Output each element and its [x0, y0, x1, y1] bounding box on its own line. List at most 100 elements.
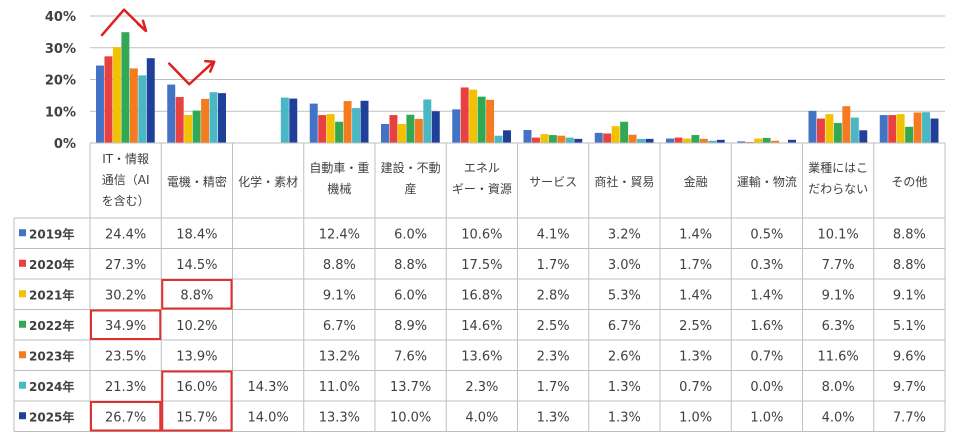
legend-label: 2024年 — [29, 379, 74, 394]
category-label: IT・情報 — [102, 152, 149, 166]
legend-swatch — [19, 381, 26, 389]
bar — [565, 137, 574, 143]
data-table-cell: 8.8% — [893, 258, 926, 273]
bar — [762, 137, 771, 143]
bar — [754, 138, 763, 143]
bar — [381, 123, 389, 143]
data-table-cell: 10.1% — [817, 227, 858, 242]
data-table-cell: 21.3% — [105, 380, 146, 395]
bar — [708, 140, 717, 143]
bar — [360, 100, 369, 143]
data-table-cell: 7.6% — [394, 349, 427, 364]
data-table-cell: 10.2% — [176, 319, 217, 334]
data-table-cell: 9.1% — [893, 288, 926, 303]
data-table-cell: 1.7% — [679, 258, 712, 273]
data-table-cell: 10.6% — [461, 227, 502, 242]
category-label: エネル — [464, 161, 500, 175]
y-tick-label: 40% — [45, 10, 76, 25]
data-table-cell: 4.0% — [465, 410, 498, 425]
category-label: 電機・精密 — [167, 174, 227, 189]
data-table-cell: 2.8% — [537, 288, 570, 303]
bar — [452, 109, 461, 143]
bar — [209, 92, 218, 143]
category-label: だわらない — [808, 182, 868, 196]
arrow-head — [204, 59, 216, 73]
bar — [808, 110, 817, 143]
legend-swatch — [19, 320, 26, 328]
data-table-cell: 24.4% — [105, 227, 146, 242]
bar — [326, 114, 335, 143]
bar — [637, 138, 646, 143]
data-table-cell: 15.7% — [176, 410, 217, 425]
data-table-cell: 0.7% — [679, 380, 712, 395]
bar — [309, 103, 318, 143]
bar — [603, 133, 612, 143]
bar — [175, 96, 184, 143]
data-table-cell: 3.0% — [608, 258, 641, 273]
data-table-cell: 5.1% — [893, 319, 926, 334]
bar — [816, 118, 825, 143]
bar — [594, 132, 603, 143]
bar — [280, 97, 289, 143]
data-table-cell: 12.4% — [319, 227, 360, 242]
bar — [922, 112, 931, 143]
bar — [825, 114, 834, 143]
bar — [218, 93, 226, 143]
data-table-cell: 14.5% — [176, 258, 217, 273]
data-table-cell: 6.0% — [394, 288, 427, 303]
y-tick-label: 30% — [45, 42, 76, 57]
data-table-cell: 9.7% — [893, 380, 926, 395]
data-table-cell: 26.7% — [105, 410, 146, 425]
category-label: ギー・資源 — [452, 182, 512, 196]
bar — [557, 135, 566, 143]
data-table-cell: 14.0% — [247, 410, 288, 425]
data-table-cell: 1.3% — [537, 410, 570, 425]
data-table-cell: 14.6% — [461, 319, 502, 334]
data-table-cell: 8.8% — [394, 258, 427, 273]
data-table-cell: 23.5% — [105, 349, 146, 364]
data-table-cell: 0.5% — [750, 227, 783, 242]
bar — [406, 114, 415, 143]
data-table-cell: 14.3% — [247, 380, 288, 395]
category-label: 通信（AI — [102, 173, 150, 187]
bar — [129, 68, 138, 143]
data-table-cell: 1.4% — [679, 227, 712, 242]
bar — [104, 56, 113, 144]
bar — [913, 112, 922, 143]
legend-swatch — [19, 351, 26, 359]
legend-label: 2019年 — [29, 226, 74, 241]
bar — [423, 99, 432, 143]
bar — [414, 118, 423, 143]
bar — [469, 89, 478, 143]
highlight-box — [90, 401, 162, 432]
bar — [674, 137, 683, 143]
category-label: 自動車・重 — [309, 161, 369, 175]
bar — [289, 98, 298, 143]
y-tick-label: 20% — [45, 74, 76, 89]
data-table-cell: 3.2% — [608, 227, 641, 242]
bar — [184, 115, 193, 143]
bar — [352, 108, 361, 143]
bar — [859, 130, 868, 143]
data-table-cell: 9.1% — [323, 288, 356, 303]
legend-swatch — [19, 412, 26, 420]
data-table-cell: 7.7% — [893, 410, 926, 425]
data-table-cell: 1.3% — [608, 380, 641, 395]
bar — [523, 129, 532, 143]
trend-arrow — [168, 60, 215, 86]
bar — [540, 134, 549, 143]
bar — [574, 138, 583, 143]
data-table-cell: 1.7% — [537, 380, 570, 395]
data-table-cell: 1.4% — [750, 288, 783, 303]
data-table-cell: 34.9% — [105, 319, 146, 334]
bar — [850, 117, 859, 143]
data-table-cell: 10.0% — [390, 410, 431, 425]
bar — [477, 96, 486, 143]
data-table-cell: 8.8% — [180, 288, 213, 303]
data-table-cell: 18.4% — [176, 227, 217, 242]
bar — [771, 140, 780, 143]
bar — [888, 115, 897, 143]
data-table-cell: 8.8% — [893, 227, 926, 242]
legend-label: 2023年 — [29, 348, 74, 363]
legend-swatch — [19, 229, 26, 237]
